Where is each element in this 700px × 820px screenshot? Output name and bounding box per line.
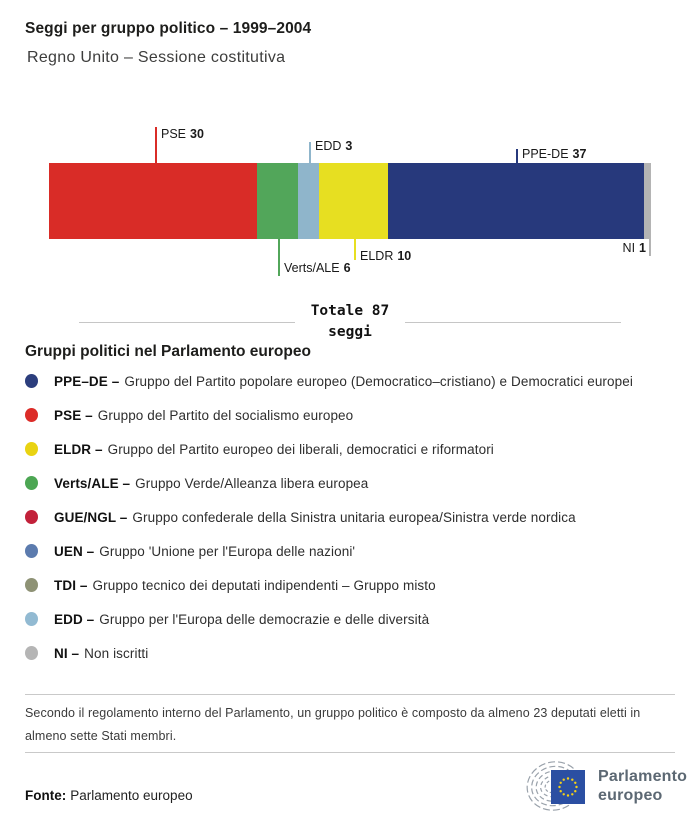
pse-callout-label: PSE 30 [161, 127, 204, 141]
legend-desc: Gruppo del Partito del socialismo europe… [97, 407, 354, 423]
hemicycle-eu-flag-icon [526, 761, 585, 811]
total-line2: seggi [328, 324, 372, 340]
edd-color-dot [25, 612, 38, 626]
eldr-seats: 10 [397, 249, 412, 263]
vertsale-group-name: Verts/ALE [284, 261, 340, 275]
pse-group-name: PSE [161, 127, 187, 141]
ppede-callout-label: PPE-DE 37 [522, 147, 586, 161]
bar-segment-eldr [318, 163, 389, 239]
footnote-bottom-rule [25, 752, 675, 753]
pse-callout-tick [155, 127, 157, 163]
legend-abbr: UEN – [54, 543, 95, 559]
logo-line1: Parlamento [598, 768, 688, 785]
ni-group-name: NI [622, 241, 636, 255]
source-line: Fonte: Parlamento europeo [25, 788, 193, 803]
legend-abbr: EDD – [54, 611, 95, 627]
tdi-color-dot [25, 578, 38, 592]
legend-heading: Gruppi politici nel Parlamento europeo [25, 343, 311, 360]
ppede-group-name: PPE-DE [522, 147, 569, 161]
edd-group-name: EDD [315, 139, 342, 153]
eldr-group-name: ELDR [360, 249, 394, 263]
legend-desc: Gruppo del Partito europeo dei liberali,… [107, 441, 494, 457]
legend-desc: Gruppo per l'Europa delle democrazie e d… [99, 611, 430, 627]
legend-item-eldr: ELDR – Gruppo del Partito europeo dei lib… [25, 432, 675, 466]
eldr-callout-label: ELDR 10 [360, 249, 411, 263]
legend-abbr: NI – [54, 645, 80, 661]
vertsale-color-dot [25, 476, 38, 490]
logo-wordmark: Parlamento europeo [598, 767, 687, 805]
legend-desc: Gruppo del Partito popolare europeo (Dem… [124, 373, 633, 389]
legend-abbr: PSE – [54, 407, 93, 423]
legend-abbr: ELDR – [54, 441, 103, 457]
legend-item-uen: UEN – Gruppo 'Unione per l'Europa delle n… [25, 534, 675, 568]
legend-item-ppede: PPE–DE – Gruppo del Partito popolare euro… [25, 364, 675, 398]
footnote-top-rule [25, 694, 675, 695]
total-line1: Totale 87 [310, 303, 390, 319]
legend-desc: Gruppo confederale della Sinistra unitar… [132, 509, 576, 525]
bar-segment-vertsale [256, 163, 299, 239]
edd-seats: 3 [345, 139, 353, 153]
legend-item-pse: PSE – Gruppo del Partito del socialismo e… [25, 398, 675, 432]
legend-abbr: PPE–DE – [54, 373, 120, 389]
eldr-color-dot [25, 442, 38, 456]
bar-segment-ni [644, 163, 651, 239]
legend-item-guengl: GUE/NGL – Gruppo confederale della Sinist… [25, 500, 675, 534]
seats-stacked-bar [49, 163, 651, 239]
legend-item-tdi: TDI – Gruppo tecnico dei deputati indipen… [25, 568, 675, 602]
ni-callout-tick [649, 239, 651, 256]
legend-desc: Gruppo Verde/Alleanza libera europea [135, 475, 369, 491]
legend-list: PPE–DE – Gruppo del Partito popolare euro… [25, 364, 675, 670]
ppede-color-dot [25, 374, 38, 388]
uen-color-dot [25, 544, 38, 558]
european-parliament-logo: Parlamento europeo [524, 757, 687, 815]
legend-desc: Non iscritti [84, 645, 149, 661]
eldr-callout-tick [354, 239, 356, 260]
pse-seats: 30 [190, 127, 204, 141]
vertsale-callout-label: Verts/ALE 6 [284, 261, 351, 275]
vertsale-callout-tick [278, 239, 280, 276]
footnote-text: Secondo il regolamento interno del Parla… [25, 706, 641, 743]
bar-segment-ppede [388, 163, 645, 239]
source-label: Fonte: [25, 788, 67, 803]
source-value: Parlamento europeo [70, 788, 193, 803]
ppede-seats: 37 [572, 147, 587, 161]
ppede-callout-tick [516, 149, 518, 163]
legend-abbr: TDI – [54, 577, 88, 593]
total-seats-label: Totale 87 seggi [311, 301, 390, 343]
legend-item-vertsale: Verts/ALE – Gruppo Verde/Alleanza libera … [25, 466, 675, 500]
legend-item-ni: NI – Non iscritti [25, 636, 675, 670]
ni-color-dot [25, 646, 38, 660]
total-right-rule [405, 321, 622, 323]
legend-desc: Gruppo tecnico dei deputati indipendenti… [92, 577, 436, 593]
pse-color-dot [25, 408, 38, 422]
total-seats-row: Totale 87 seggi [25, 301, 675, 343]
legend-abbr: GUE/NGL – [54, 509, 128, 525]
page-subtitle: Regno Unito – Sessione costitutiva [27, 49, 286, 66]
ni-callout-label: NI 1 [623, 241, 646, 255]
ni-seats: 1 [639, 241, 646, 255]
logo-line2: europeo [598, 787, 663, 804]
legend-desc: Gruppo 'Unione per l'Europa delle nazion… [99, 543, 356, 559]
guengl-color-dot [25, 510, 38, 524]
bar-segment-pse [49, 163, 257, 239]
bar-segment-edd [298, 163, 319, 239]
legend-abbr: Verts/ALE – [54, 475, 131, 491]
legend-item-edd: EDD – Gruppo per l'Europa delle democrazi… [25, 602, 675, 636]
edd-callout-label: EDD 3 [315, 139, 352, 153]
page-title: Seggi per gruppo politico – 1999–2004 [25, 20, 312, 37]
vertsale-seats: 6 [343, 261, 351, 275]
edd-callout-tick [309, 142, 311, 163]
total-left-rule [78, 321, 295, 323]
